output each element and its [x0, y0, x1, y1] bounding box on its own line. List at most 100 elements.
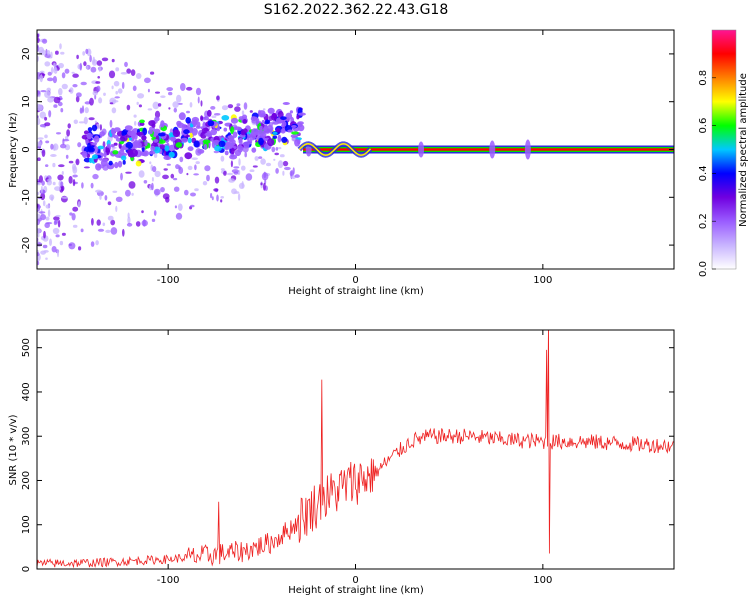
spectrogram-cell	[194, 164, 197, 171]
spectrogram-cell	[138, 104, 142, 108]
spectrogram-cell	[37, 104, 43, 111]
spectrogram-cell	[90, 182, 94, 189]
spectrogram-cell	[277, 134, 282, 143]
spectrogram-cell	[165, 196, 170, 203]
spectrogram-cell	[131, 192, 134, 196]
spectrogram-cell	[91, 218, 94, 226]
spectrogram-cell	[110, 227, 118, 235]
spectrogram-ytick-label: -10	[21, 189, 32, 205]
spectrogram-cell	[107, 201, 112, 206]
spectrogram-cell	[221, 115, 230, 121]
spectrogram-cell	[261, 172, 269, 181]
spectrogram-cell	[230, 160, 233, 168]
spectrogram-cell	[195, 125, 201, 129]
spectrogram-cell	[258, 137, 264, 146]
spectrogram-cell	[203, 116, 209, 121]
spectrogram-cell	[87, 147, 95, 153]
spectrogram-cell	[180, 137, 188, 143]
spectrogram-cell	[87, 127, 93, 132]
spectrogram-cell	[175, 212, 183, 220]
spectrogram-cell	[111, 100, 119, 103]
spectrogram-cell	[83, 166, 90, 169]
spectrogram-cell	[176, 94, 182, 103]
spectrogram-cell	[69, 87, 74, 94]
spectrogram-cell	[89, 97, 94, 106]
spectrogram-cell	[241, 165, 246, 171]
spectrogram-cell	[191, 157, 198, 160]
spectrogram-cell	[91, 142, 98, 146]
spectrogram-cell	[37, 233, 40, 238]
spectrogram-cell	[175, 164, 180, 170]
spectrogram-cell	[122, 228, 125, 237]
spectrogram-cell	[149, 150, 156, 155]
spectrogram-cell	[183, 129, 190, 135]
spectrogram-cell	[125, 189, 131, 197]
spectrogram-cell	[93, 135, 100, 143]
spectrogram-cell	[216, 95, 220, 101]
spectrogram-cell	[111, 85, 114, 90]
spectrogram-cell	[68, 242, 76, 250]
spectrogram-cell	[76, 92, 82, 98]
spectrogram-cell	[62, 139, 70, 142]
spectrogram-cell	[135, 221, 141, 227]
spectrogram-cell	[103, 92, 106, 97]
colorbar-tick-label: 0.6	[698, 118, 709, 134]
spectrogram-cell	[284, 166, 291, 171]
spectrogram-cell	[289, 110, 293, 114]
spectrogram-cell	[135, 73, 142, 79]
spectrogram-cell	[187, 137, 192, 144]
spectrogram-cell	[275, 127, 281, 133]
spectrogram-cell	[99, 124, 102, 131]
spectrogram-cell	[37, 37, 40, 43]
spectrogram-cell	[253, 116, 258, 121]
spectrogram-cell	[94, 120, 97, 124]
spectrogram-cell	[95, 163, 102, 171]
spectrogram-cell	[223, 170, 227, 176]
spectrogram-cell	[90, 66, 97, 73]
spectrogram-cell	[78, 246, 82, 251]
colorbar-ticks: 0.0 0.2 0.4 0.6 0.8	[698, 70, 716, 277]
spectrogram-cell	[92, 90, 98, 96]
spectrogram-cell	[81, 182, 84, 189]
spectrogram-cell	[153, 153, 158, 158]
spectrogram-cell	[237, 145, 244, 153]
spectrogram-cell	[109, 102, 114, 105]
spectrogram-cell	[184, 189, 189, 196]
spectrogram-cell	[95, 240, 99, 246]
spectrogram-cell	[37, 137, 44, 140]
spectrogram-cell	[83, 61, 87, 67]
spectrogram-cell	[260, 158, 266, 165]
spectrogram-cell	[203, 144, 208, 150]
spectrogram-cell	[249, 110, 253, 113]
spectrogram-cell	[139, 122, 145, 126]
spectrogram-cell	[213, 188, 219, 192]
spectrogram-cell	[71, 71, 75, 74]
spectrogram-cell	[45, 204, 51, 209]
spectrogram-cell	[42, 38, 48, 44]
spectrogram-cell	[76, 54, 79, 60]
spectrogram-cell	[121, 81, 125, 90]
spectrogram-cell	[51, 246, 57, 253]
spectrogram-cell	[234, 191, 240, 194]
spectrogram-cell	[285, 112, 293, 120]
spectrogram-cell	[218, 140, 226, 147]
spectrogram-cell	[238, 158, 241, 166]
spectrogram-cell	[251, 147, 257, 153]
spectrogram-cell	[47, 178, 52, 183]
spectrogram-cell	[260, 182, 263, 186]
spectrogram-cell	[53, 216, 60, 221]
spectrogram-cell	[273, 158, 276, 161]
spectrogram-cell	[143, 180, 148, 184]
spectrogram-cell	[186, 86, 193, 91]
snr-xlabel: Height of straight line (km)	[288, 585, 424, 596]
spectrogram-cell	[81, 105, 85, 113]
spectrogram-cell	[141, 147, 145, 152]
spectrogram-cell	[97, 145, 105, 150]
spectrogram-cell	[53, 62, 56, 67]
spectrogram-cell	[72, 174, 78, 178]
spectrogram-cell	[77, 201, 81, 208]
spectrogram-cell	[67, 123, 71, 129]
